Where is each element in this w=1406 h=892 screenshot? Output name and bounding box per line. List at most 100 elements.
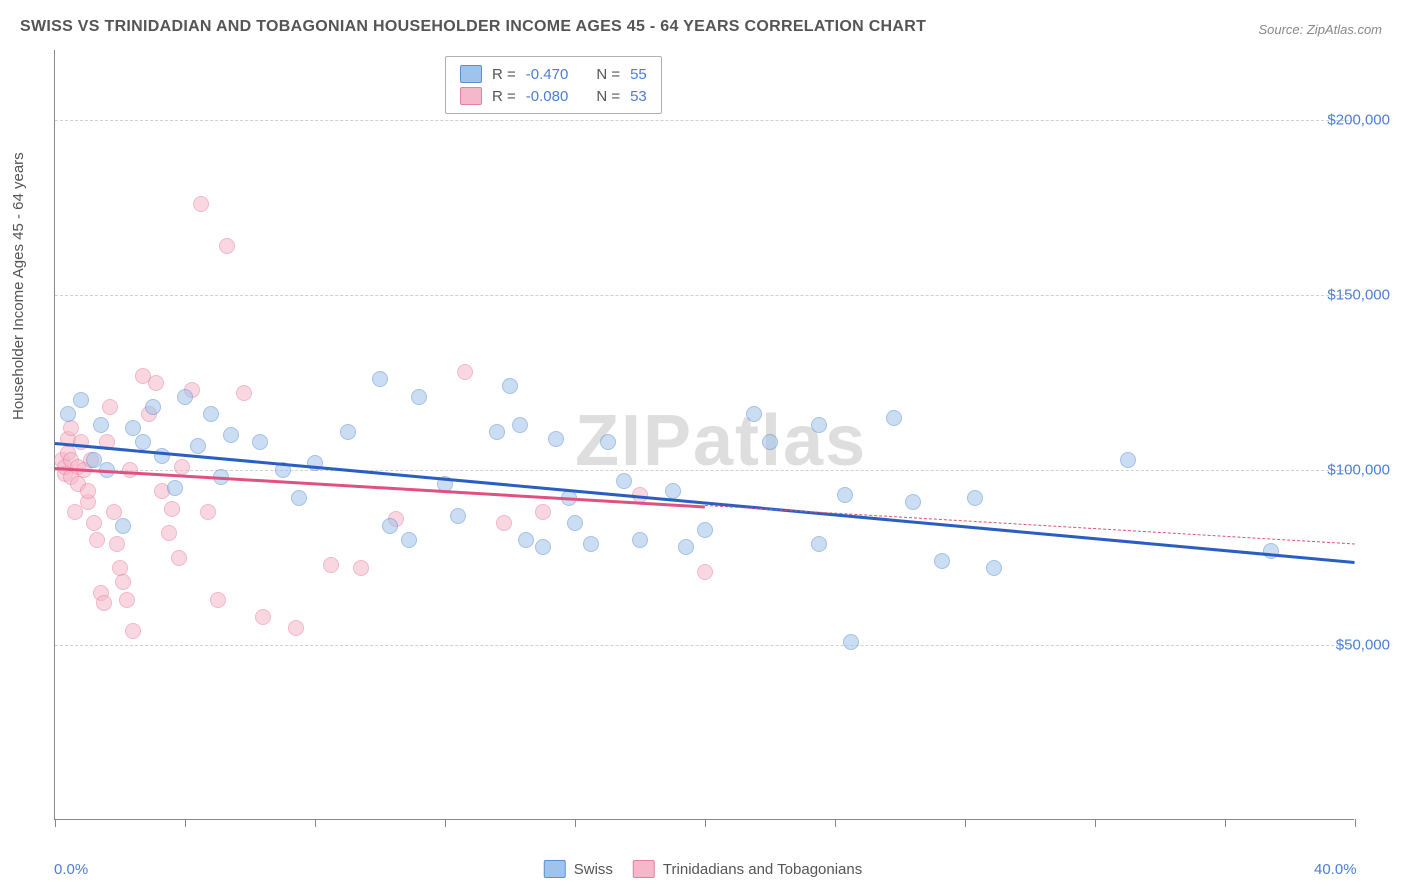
data-point <box>135 434 151 450</box>
data-point <box>382 518 398 534</box>
data-point <box>489 424 505 440</box>
data-point <box>177 389 193 405</box>
data-point <box>119 592 135 608</box>
n-label: N = <box>596 66 620 83</box>
data-point <box>115 518 131 534</box>
data-point <box>219 238 235 254</box>
data-point <box>115 574 131 590</box>
n-label-2: N = <box>596 88 620 105</box>
r-label-2: R = <box>492 88 516 105</box>
data-point <box>1120 452 1136 468</box>
data-point <box>164 501 180 517</box>
data-point <box>255 609 271 625</box>
data-point <box>967 490 983 506</box>
trend-line <box>705 505 1355 544</box>
data-point <box>886 410 902 426</box>
data-point <box>73 392 89 408</box>
data-point <box>548 431 564 447</box>
data-point <box>535 504 551 520</box>
data-point <box>174 459 190 475</box>
data-point <box>678 539 694 555</box>
gridline <box>55 645 1354 646</box>
x-tick-label: 0.0% <box>54 861 88 878</box>
data-point <box>89 532 105 548</box>
n-value-swiss: 55 <box>630 66 647 83</box>
gridline <box>55 470 1354 471</box>
data-point <box>697 564 713 580</box>
data-point <box>125 420 141 436</box>
corr-row-swiss: R = -0.470 N = 55 <box>460 63 647 85</box>
data-point <box>86 515 102 531</box>
data-point <box>986 560 1002 576</box>
gridline <box>55 120 1354 121</box>
data-point <box>401 532 417 548</box>
legend-item-swiss: Swiss <box>544 860 613 878</box>
data-point <box>837 487 853 503</box>
data-point <box>535 539 551 555</box>
data-point <box>665 483 681 499</box>
data-point <box>93 417 109 433</box>
data-point <box>905 494 921 510</box>
data-point <box>372 371 388 387</box>
trend-line <box>55 442 1355 563</box>
data-point <box>746 406 762 422</box>
x-tick <box>965 819 966 827</box>
bottom-legend: Swiss Trinidadians and Tobagonians <box>544 860 863 878</box>
x-tick <box>835 819 836 827</box>
data-point <box>502 378 518 394</box>
data-point <box>223 427 239 443</box>
y-tick-label: $100,000 <box>1327 462 1390 479</box>
data-point <box>80 483 96 499</box>
legend-swatch-trini-icon <box>633 860 655 878</box>
legend-swatch-swiss-icon <box>544 860 566 878</box>
gridline <box>55 295 1354 296</box>
data-point <box>518 532 534 548</box>
r-label: R = <box>492 66 516 83</box>
data-point <box>288 620 304 636</box>
data-point <box>63 420 79 436</box>
corr-row-trini: R = -0.080 N = 53 <box>460 85 647 107</box>
x-tick <box>55 819 56 827</box>
data-point <box>145 399 161 415</box>
x-tick <box>1095 819 1096 827</box>
data-point <box>411 389 427 405</box>
data-point <box>148 375 164 391</box>
y-tick-label: $200,000 <box>1327 112 1390 129</box>
data-point <box>496 515 512 531</box>
data-point <box>762 434 778 450</box>
data-point <box>340 424 356 440</box>
data-point <box>200 504 216 520</box>
data-point <box>167 480 183 496</box>
data-point <box>161 525 177 541</box>
data-point <box>106 504 122 520</box>
data-point <box>616 473 632 489</box>
data-point <box>109 536 125 552</box>
x-tick <box>445 819 446 827</box>
data-point <box>190 438 206 454</box>
y-tick-label: $150,000 <box>1327 287 1390 304</box>
data-point <box>632 532 648 548</box>
data-point <box>811 417 827 433</box>
data-point <box>450 508 466 524</box>
data-point <box>457 364 473 380</box>
y-axis-label: Householder Income Ages 45 - 64 years <box>10 152 27 420</box>
legend-label-trini: Trinidadians and Tobagonians <box>663 861 862 878</box>
data-point <box>252 434 268 450</box>
data-point <box>236 385 252 401</box>
plot-area: ZIPatlas R = -0.470 N = 55 R = -0.080 N … <box>54 50 1354 820</box>
x-tick <box>575 819 576 827</box>
data-point <box>811 536 827 552</box>
r-value-swiss: -0.470 <box>526 66 569 83</box>
data-point <box>353 560 369 576</box>
data-point <box>567 515 583 531</box>
x-tick <box>705 819 706 827</box>
data-point <box>210 592 226 608</box>
data-point <box>122 462 138 478</box>
legend-label-swiss: Swiss <box>574 861 613 878</box>
data-point <box>934 553 950 569</box>
n-value-trini: 53 <box>630 88 647 105</box>
data-point <box>583 536 599 552</box>
data-point <box>323 557 339 573</box>
r-value-trini: -0.080 <box>526 88 569 105</box>
correlation-legend: R = -0.470 N = 55 R = -0.080 N = 53 <box>445 56 662 114</box>
